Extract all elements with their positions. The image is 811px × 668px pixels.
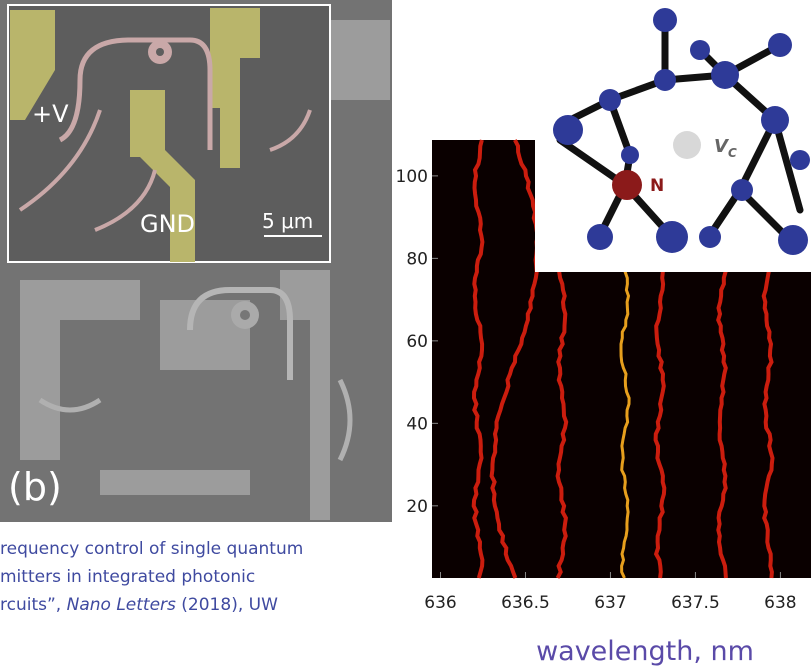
x-tick-label: 637 — [594, 593, 626, 613]
x-tick-label: 638 — [764, 593, 796, 613]
scale-bar-label: 5 μm — [262, 209, 313, 233]
caption-line: rcuits”, Nano Letters (2018), UW — [0, 595, 278, 615]
sem-label: GND — [140, 210, 195, 238]
panel-label: (b) — [8, 465, 62, 509]
caption-line: mitters in integrated photonic — [0, 567, 255, 587]
nitrogen-label: N — [650, 176, 664, 196]
sem-label: +V — [32, 100, 69, 128]
slide: +V GND 5 μm (b) requency control of sing… — [0, 0, 811, 668]
x-tick-label: 636.5 — [501, 593, 550, 613]
sem-inset: +V GND 5 μm — [8, 5, 330, 262]
x-axis-label: wavelength, nm — [536, 636, 754, 667]
x-tick-label: 636 — [424, 593, 456, 613]
y-tick-label: 100 — [396, 167, 428, 187]
y-tick-label: 60 — [406, 332, 428, 352]
caption-line: requency control of single quantum — [0, 539, 303, 559]
y-tick-label: 20 — [406, 497, 428, 517]
y-tick-label: 40 — [406, 414, 428, 434]
y-tick-label: 80 — [406, 249, 428, 269]
x-tick-label: 637.5 — [671, 593, 720, 613]
defect-diagram: VC N — [535, 0, 811, 272]
